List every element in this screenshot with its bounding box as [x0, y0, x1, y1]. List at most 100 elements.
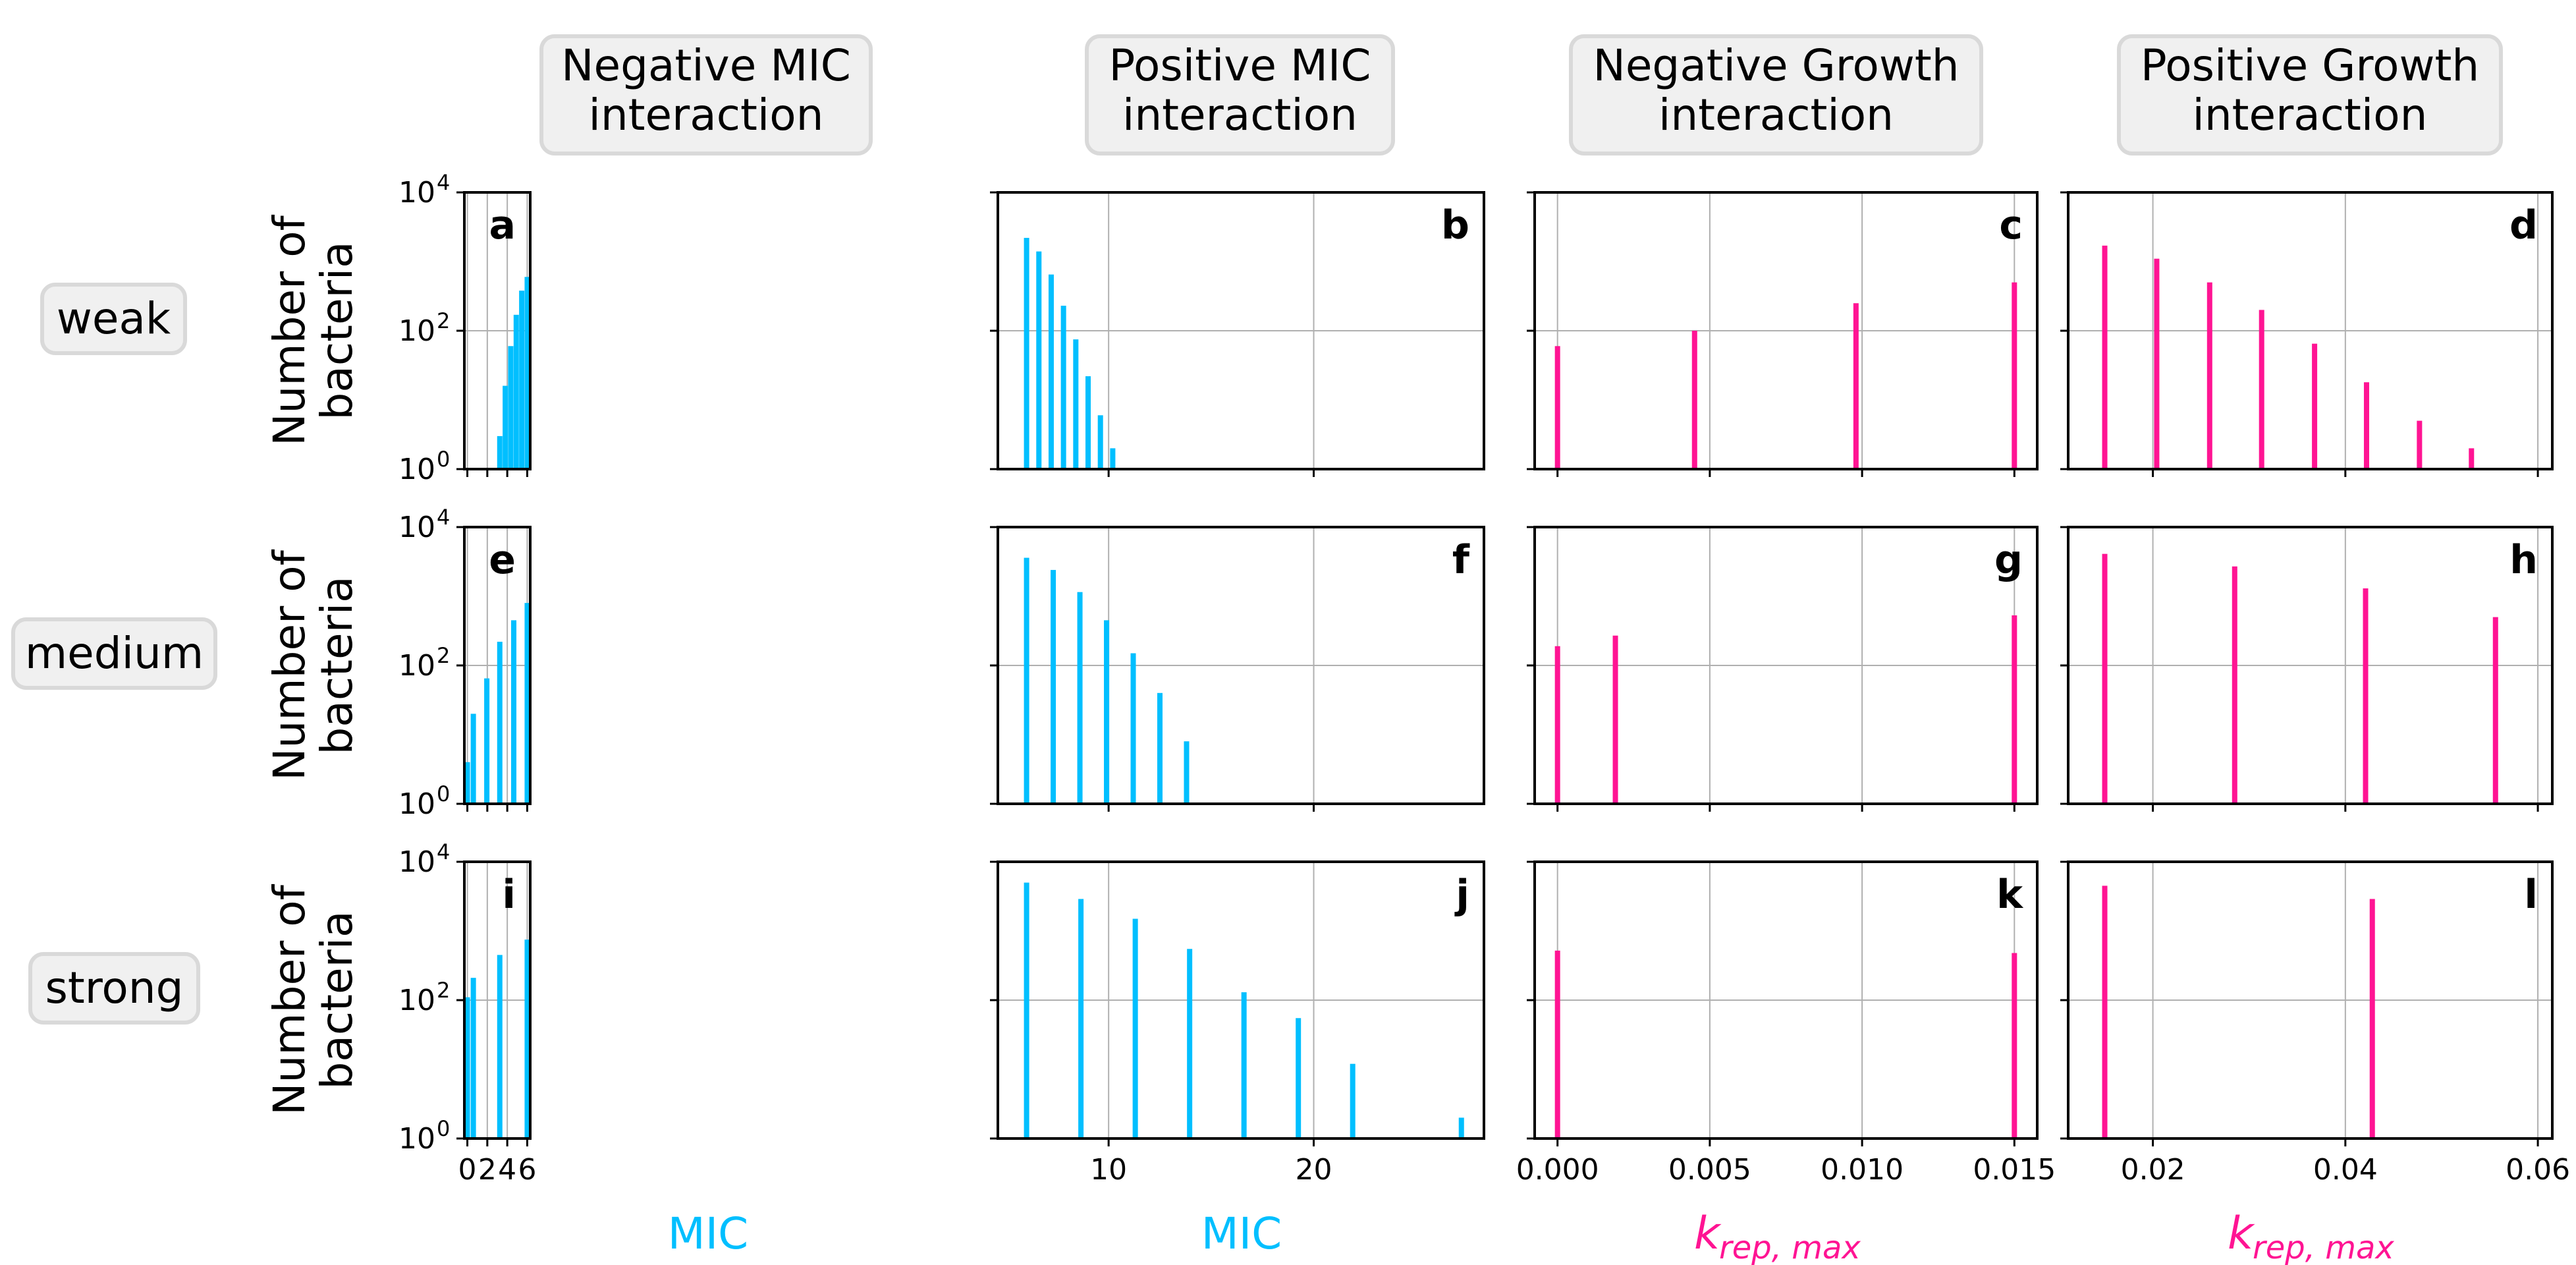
- panel-letter-c: c: [1999, 202, 2023, 248]
- x-tick-label: 0: [458, 1153, 477, 1187]
- bar: [1554, 346, 1560, 469]
- row-label-box: [28, 952, 200, 1025]
- y-axis-label: Number of: [264, 549, 315, 780]
- bar: [1241, 992, 1247, 1138]
- x-axis-label: MIC: [1201, 1208, 1282, 1259]
- bar: [2102, 553, 2108, 804]
- bar: [2312, 343, 2318, 469]
- y-tick-exponent: 2: [437, 308, 450, 333]
- bar: [1085, 376, 1091, 469]
- x-axis-label-subscript: rep, max: [2253, 1229, 2394, 1265]
- y-tick-label: 10: [398, 511, 435, 544]
- bar: [1024, 882, 1029, 1138]
- y-tick-exponent: 0: [437, 781, 450, 806]
- row-label-medium: medium: [25, 628, 204, 679]
- column-header-box: [1085, 34, 1395, 155]
- bar: [1104, 620, 1110, 804]
- panel-letter-g: g: [1994, 537, 2023, 583]
- y-tick-exponent: 0: [437, 1116, 450, 1141]
- column-header-box: [1569, 34, 1983, 155]
- y-tick-label: 10: [398, 453, 435, 486]
- bar: [1077, 592, 1083, 804]
- y-tick-label: 10: [398, 314, 435, 348]
- y-tick-exponent: 4: [437, 505, 450, 530]
- x-tick-label: 20: [1296, 1153, 1332, 1187]
- column-header-text: Positive Growth: [2141, 40, 2479, 91]
- bar: [1296, 1018, 1302, 1138]
- panel-letter-d: d: [2509, 202, 2538, 248]
- bar: [470, 978, 476, 1138]
- panel-letter-b: b: [1441, 202, 1469, 248]
- column-header-box: [539, 34, 873, 155]
- y-axis-label: bacteria: [312, 911, 362, 1089]
- x-axis-label: k: [2228, 1208, 2255, 1260]
- x-tick-label: 0.000: [1516, 1153, 1599, 1187]
- bar: [524, 603, 530, 804]
- y-tick-label: 10: [398, 984, 435, 1017]
- bar: [503, 385, 508, 469]
- bar: [1132, 918, 1138, 1138]
- bar: [2154, 258, 2160, 469]
- row-label-strong: strong: [45, 963, 183, 1013]
- bar: [1130, 653, 1136, 804]
- x-tick-label: 0.06: [2506, 1153, 2570, 1187]
- y-tick-exponent: 4: [437, 839, 450, 864]
- bar: [1187, 949, 1193, 1138]
- bar: [2012, 615, 2017, 804]
- panel-letter-l: l: [2524, 872, 2538, 918]
- column-header-text: Positive MIC: [1109, 40, 1371, 91]
- bar: [524, 940, 530, 1138]
- bar: [1350, 1063, 1356, 1138]
- y-tick-label: 10: [398, 845, 435, 879]
- grid-layer: [464, 192, 2552, 1139]
- x-axis-label-subscript: rep, max: [1719, 1229, 1861, 1265]
- y-tick-exponent: 0: [437, 447, 450, 472]
- bar: [1097, 415, 1103, 469]
- column-header-text: interaction: [2193, 90, 2428, 140]
- bar: [2232, 566, 2237, 804]
- bar: [1853, 303, 1859, 469]
- bar: [497, 436, 503, 469]
- bar: [1051, 570, 1056, 804]
- bar: [2363, 588, 2369, 804]
- x-tick-label: 0.02: [2121, 1153, 2185, 1187]
- y-tick-label: 10: [398, 1122, 435, 1156]
- y-axis-label: bacteria: [312, 576, 362, 754]
- row-label-box: [11, 617, 217, 690]
- bar: [1691, 331, 1697, 469]
- bar: [470, 714, 476, 804]
- panel-letter-k: k: [1996, 872, 2024, 918]
- bar: [2102, 245, 2108, 469]
- panel-letter-e: e: [489, 537, 516, 583]
- bar: [519, 291, 525, 469]
- bar: [1184, 741, 1190, 804]
- bar: [497, 955, 503, 1138]
- bar: [1110, 448, 1116, 469]
- bar: [1554, 950, 1560, 1138]
- x-tick-label: 4: [498, 1153, 516, 1187]
- x-tick-label: 0.010: [1821, 1153, 1904, 1187]
- bar: [1458, 1117, 1464, 1138]
- x-tick-label: 6: [518, 1153, 536, 1187]
- bar: [484, 678, 490, 804]
- y-tick-label: 10: [398, 649, 435, 683]
- column-header-text: interaction: [1658, 90, 1894, 140]
- bar: [497, 642, 503, 804]
- row-label-weak: weak: [57, 293, 171, 344]
- column-header-text: interaction: [1122, 90, 1357, 140]
- x-tick-label: 0.04: [2313, 1153, 2378, 1187]
- column-header-box: [2117, 34, 2503, 155]
- bar: [1078, 899, 1084, 1138]
- panel-letter-i: i: [502, 872, 516, 918]
- column-header-text: Negative MIC: [561, 40, 851, 91]
- bar: [1073, 339, 1079, 469]
- bar: [2206, 282, 2212, 469]
- panel-letter-h: h: [2509, 537, 2538, 583]
- x-axis-label: k: [1694, 1208, 1722, 1260]
- bar: [524, 277, 530, 469]
- y-axis-label: Number of: [264, 214, 315, 445]
- bar: [511, 620, 516, 804]
- y-axis-label: Number of: [264, 884, 315, 1115]
- y-tick-label: 10: [398, 787, 435, 821]
- frames-layer: [456, 191, 2554, 1146]
